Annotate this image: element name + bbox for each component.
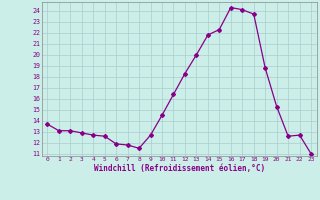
X-axis label: Windchill (Refroidissement éolien,°C): Windchill (Refroidissement éolien,°C) (94, 164, 265, 173)
